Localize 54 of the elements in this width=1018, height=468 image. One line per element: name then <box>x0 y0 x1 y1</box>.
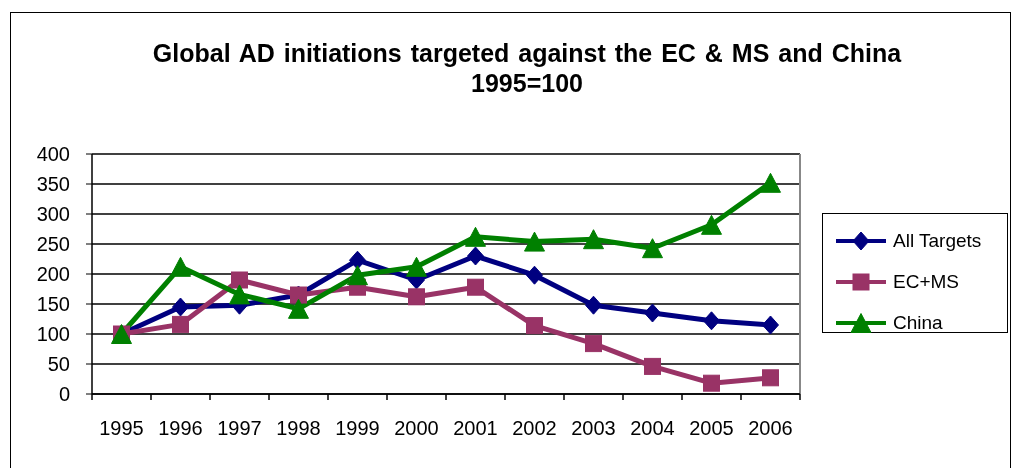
point <box>762 315 779 335</box>
point <box>231 271 248 289</box>
legend-label: EC+MS <box>893 270 959 292</box>
x-tick-label: 1999 <box>335 417 380 440</box>
point <box>408 288 425 306</box>
point <box>524 231 545 252</box>
y-tick-label: 0 <box>58 383 70 406</box>
x-tick-label: 2000 <box>394 417 439 440</box>
point <box>644 303 661 323</box>
point <box>644 357 661 375</box>
point <box>172 297 189 317</box>
point <box>703 311 720 331</box>
legend-label: All Targets <box>893 229 982 251</box>
chart-title: Global AD initiations targeted against the EC & MS and China <box>152 39 902 67</box>
point <box>762 369 779 387</box>
x-tick-label: 1996 <box>158 417 203 440</box>
point <box>229 284 250 305</box>
y-tick-label: 50 <box>47 353 70 376</box>
point <box>701 214 722 235</box>
point <box>760 172 781 193</box>
x-tick-label: 2005 <box>689 417 734 440</box>
y-tick-label: 400 <box>36 143 70 166</box>
y-tick-label: 200 <box>36 263 70 286</box>
x-tick-label: 2002 <box>512 417 557 440</box>
point <box>526 265 543 285</box>
point <box>465 226 486 247</box>
point <box>585 335 602 353</box>
point <box>172 315 189 333</box>
x-tick-label: 1995 <box>99 417 144 440</box>
point <box>347 265 368 286</box>
x-tick-label: 2003 <box>571 417 616 440</box>
y-tick-label: 250 <box>36 233 70 256</box>
point <box>642 238 663 259</box>
point <box>406 256 427 277</box>
legend-label: China <box>893 311 943 333</box>
point <box>703 374 720 392</box>
x-tick-label: 2001 <box>453 417 498 440</box>
point <box>526 317 543 335</box>
point <box>349 250 366 270</box>
y-tick-label: 100 <box>36 323 70 346</box>
x-tick-label: 1997 <box>217 417 262 440</box>
x-tick-label: 2004 <box>630 417 675 440</box>
chart-subtitle: 1995=100 <box>471 69 583 97</box>
point <box>583 229 604 250</box>
point <box>467 278 484 296</box>
y-tick-label: 300 <box>36 203 70 226</box>
point <box>585 295 602 315</box>
point <box>467 246 484 266</box>
x-tick-label: 2006 <box>748 417 793 440</box>
point <box>288 298 309 319</box>
y-tick-label: 350 <box>36 173 70 196</box>
y-tick-label: 150 <box>36 293 70 316</box>
point <box>170 256 191 277</box>
x-tick-label: 1998 <box>276 417 321 440</box>
